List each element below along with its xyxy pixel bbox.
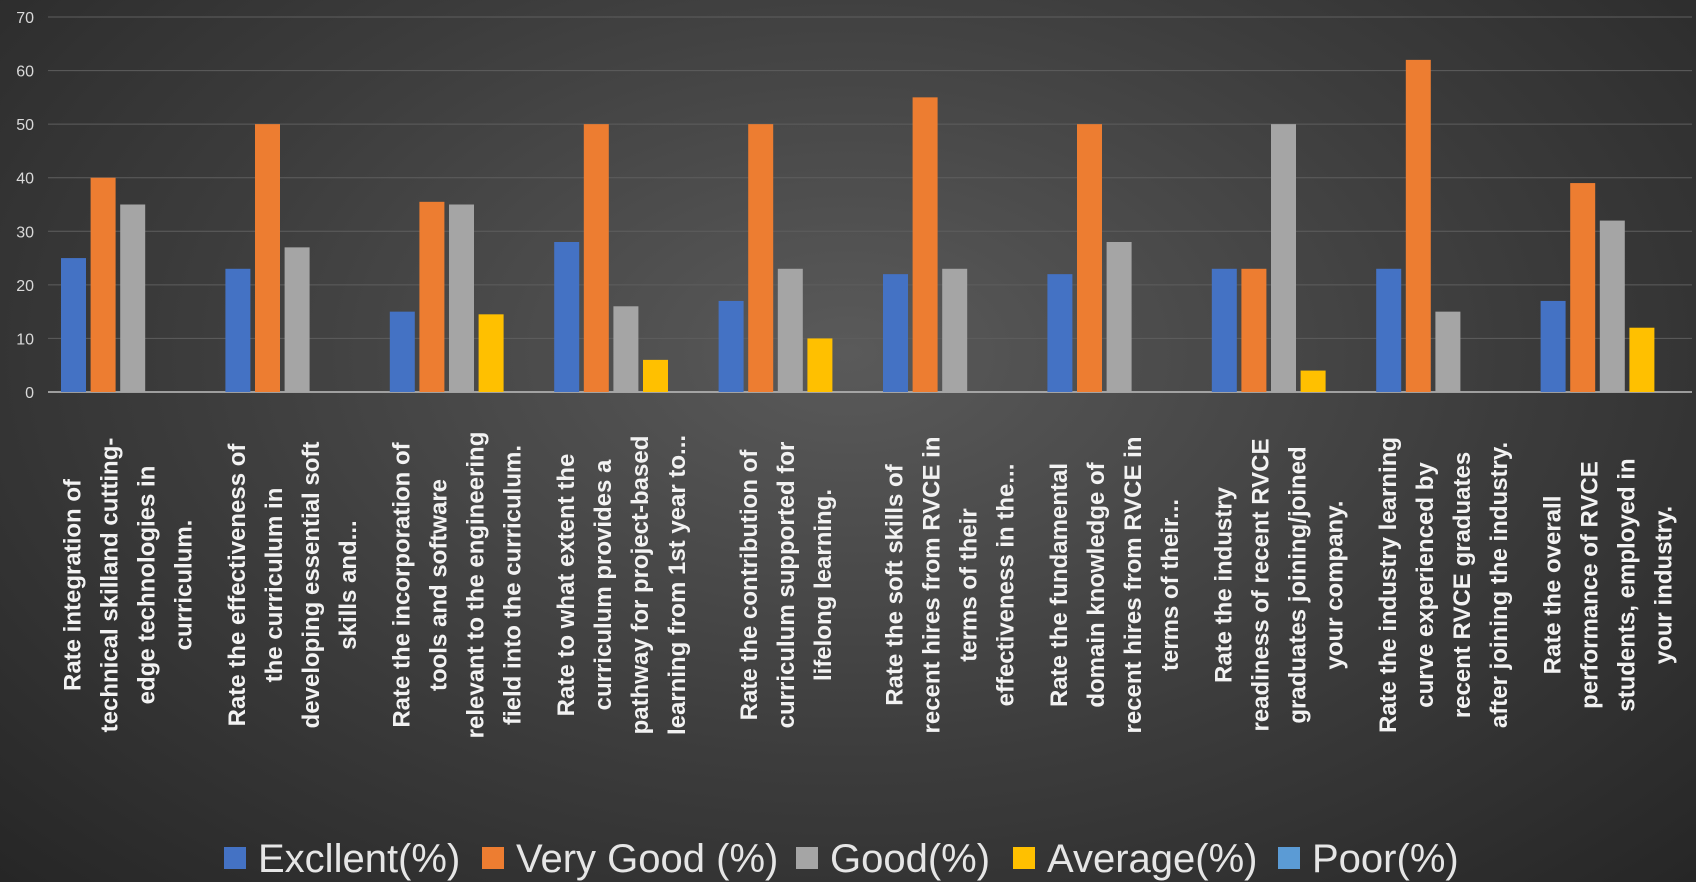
- x-tick-label: performance of RVCE: [1576, 461, 1603, 709]
- bar: [1405, 59, 1431, 392]
- x-tick-label: curriculum supported for: [773, 442, 800, 729]
- bar: [1540, 300, 1566, 392]
- legend-label: Good(%): [830, 837, 990, 881]
- x-tick-label: tools and software: [426, 479, 453, 691]
- bar: [748, 124, 774, 393]
- x-tick-label: effectiveness in the...: [993, 464, 1020, 707]
- x-tick-label: your industry.: [1650, 506, 1677, 664]
- bar: [1271, 124, 1296, 393]
- x-tick-label: Rate to what extent the: [553, 454, 580, 717]
- x-tick-label: the curriculum in: [261, 488, 288, 683]
- bar: [1047, 274, 1073, 392]
- y-tick-label: 70: [16, 10, 34, 27]
- x-tick-label: edge technologies in: [134, 466, 161, 705]
- x-tick-label: terms of their...: [1157, 499, 1184, 671]
- bar: [284, 247, 310, 392]
- bar: [777, 268, 803, 392]
- x-tick-label: recent hires from RVCE in: [919, 437, 946, 734]
- x-tick-label: pathway for project-based: [627, 436, 654, 735]
- bar: [1599, 220, 1625, 392]
- x-tick-label: students, employed in: [1613, 458, 1640, 711]
- x-tick-label: after joining the industry.: [1486, 442, 1513, 728]
- x-tick-label: terms of their: [956, 508, 983, 661]
- y-tick-label: 50: [16, 117, 34, 134]
- x-tick-label: curve experienced by: [1412, 462, 1439, 708]
- bar: [120, 204, 146, 392]
- x-tick-label: Rate integration of: [60, 478, 87, 691]
- bar: [613, 306, 639, 392]
- legend-swatch: [224, 847, 246, 869]
- x-tick-label: lifelong learning.: [810, 489, 837, 681]
- y-tick-label: 20: [16, 278, 34, 295]
- y-tick-label: 60: [16, 64, 34, 81]
- bar: [883, 274, 908, 392]
- x-tick-label: graduates joining/joined: [1285, 446, 1312, 723]
- bar: [478, 314, 504, 392]
- x-tick-label: Rate the incorporation of: [389, 441, 416, 727]
- x-tick-label: Rate the soft skills of: [882, 463, 909, 705]
- x-tick-label: your company.: [1322, 501, 1349, 670]
- legend-label: Very Good (%): [516, 837, 778, 881]
- bar: [942, 268, 968, 392]
- y-axis: 0 10 20 30 40 50 60 70: [16, 10, 34, 402]
- y-tick-label: 0: [25, 385, 34, 402]
- bar: [583, 124, 609, 393]
- x-tick-label: recent RVCE graduates: [1449, 452, 1476, 718]
- bar: [643, 359, 668, 392]
- legend-swatch: [482, 847, 504, 869]
- bar: [1241, 268, 1267, 392]
- bar: [912, 97, 938, 392]
- bar: [718, 300, 744, 392]
- legend-label: Poor(%): [1312, 837, 1459, 881]
- bar: [225, 268, 251, 392]
- bar: [1077, 124, 1102, 393]
- bar: [255, 124, 280, 393]
- x-axis: Rate integration of technical skilland cu…: [60, 432, 1678, 739]
- x-tick-label: Rate the industry learning: [1375, 437, 1402, 733]
- x-tick-label: curriculum provides a: [590, 459, 617, 710]
- legend-label: Average(%): [1047, 837, 1257, 881]
- y-tick-label: 40: [16, 171, 34, 188]
- legend-swatch: [1278, 847, 1300, 869]
- bar: [61, 258, 86, 392]
- x-tick-label: relevant to the engineering: [463, 432, 490, 739]
- bar: [1106, 242, 1132, 392]
- bar: [554, 242, 580, 392]
- x-tick-label: curriculum.: [171, 520, 198, 651]
- bar: [1570, 183, 1596, 392]
- bar: [90, 177, 116, 392]
- x-tick-label: readiness of recent RVCE: [1248, 438, 1275, 731]
- x-tick-label: skills and...: [335, 520, 362, 649]
- bar: [807, 338, 833, 392]
- legend-swatch: [796, 847, 818, 869]
- x-tick-label: field into the curriculum.: [500, 445, 527, 725]
- x-tick-label: Rate the effectiveness of: [224, 443, 251, 727]
- bar: [1435, 311, 1461, 392]
- bar: [449, 204, 474, 392]
- x-tick-label: developing essential soft: [298, 442, 325, 729]
- x-tick-label: learning from 1st year to...: [664, 435, 691, 735]
- bar: [1376, 268, 1402, 392]
- x-tick-label: recent hires from RVCE in: [1120, 437, 1147, 734]
- x-tick-label: Rate the industry: [1211, 486, 1238, 683]
- bars: [61, 59, 1655, 393]
- legend-swatch: [1013, 847, 1035, 869]
- bar: [1629, 327, 1655, 392]
- y-tick-label: 30: [16, 224, 34, 241]
- x-tick-label: domain knowledge of: [1083, 461, 1110, 707]
- legend: Excllent(%) Very Good (%) Good(%) Average(%…: [224, 837, 1459, 881]
- bar: [1211, 268, 1237, 392]
- legend-label: Excllent(%): [258, 837, 460, 881]
- bar: [389, 311, 415, 392]
- y-tick-label: 10: [16, 331, 34, 348]
- x-tick-label: technical skilland cutting-: [97, 438, 124, 733]
- bar: [419, 201, 445, 392]
- x-tick-label: Rate the fundamental: [1046, 463, 1073, 707]
- bar: [1300, 370, 1326, 392]
- x-tick-label: Rate the overall: [1539, 496, 1566, 675]
- x-tick-label: Rate the contribution of: [736, 449, 763, 721]
